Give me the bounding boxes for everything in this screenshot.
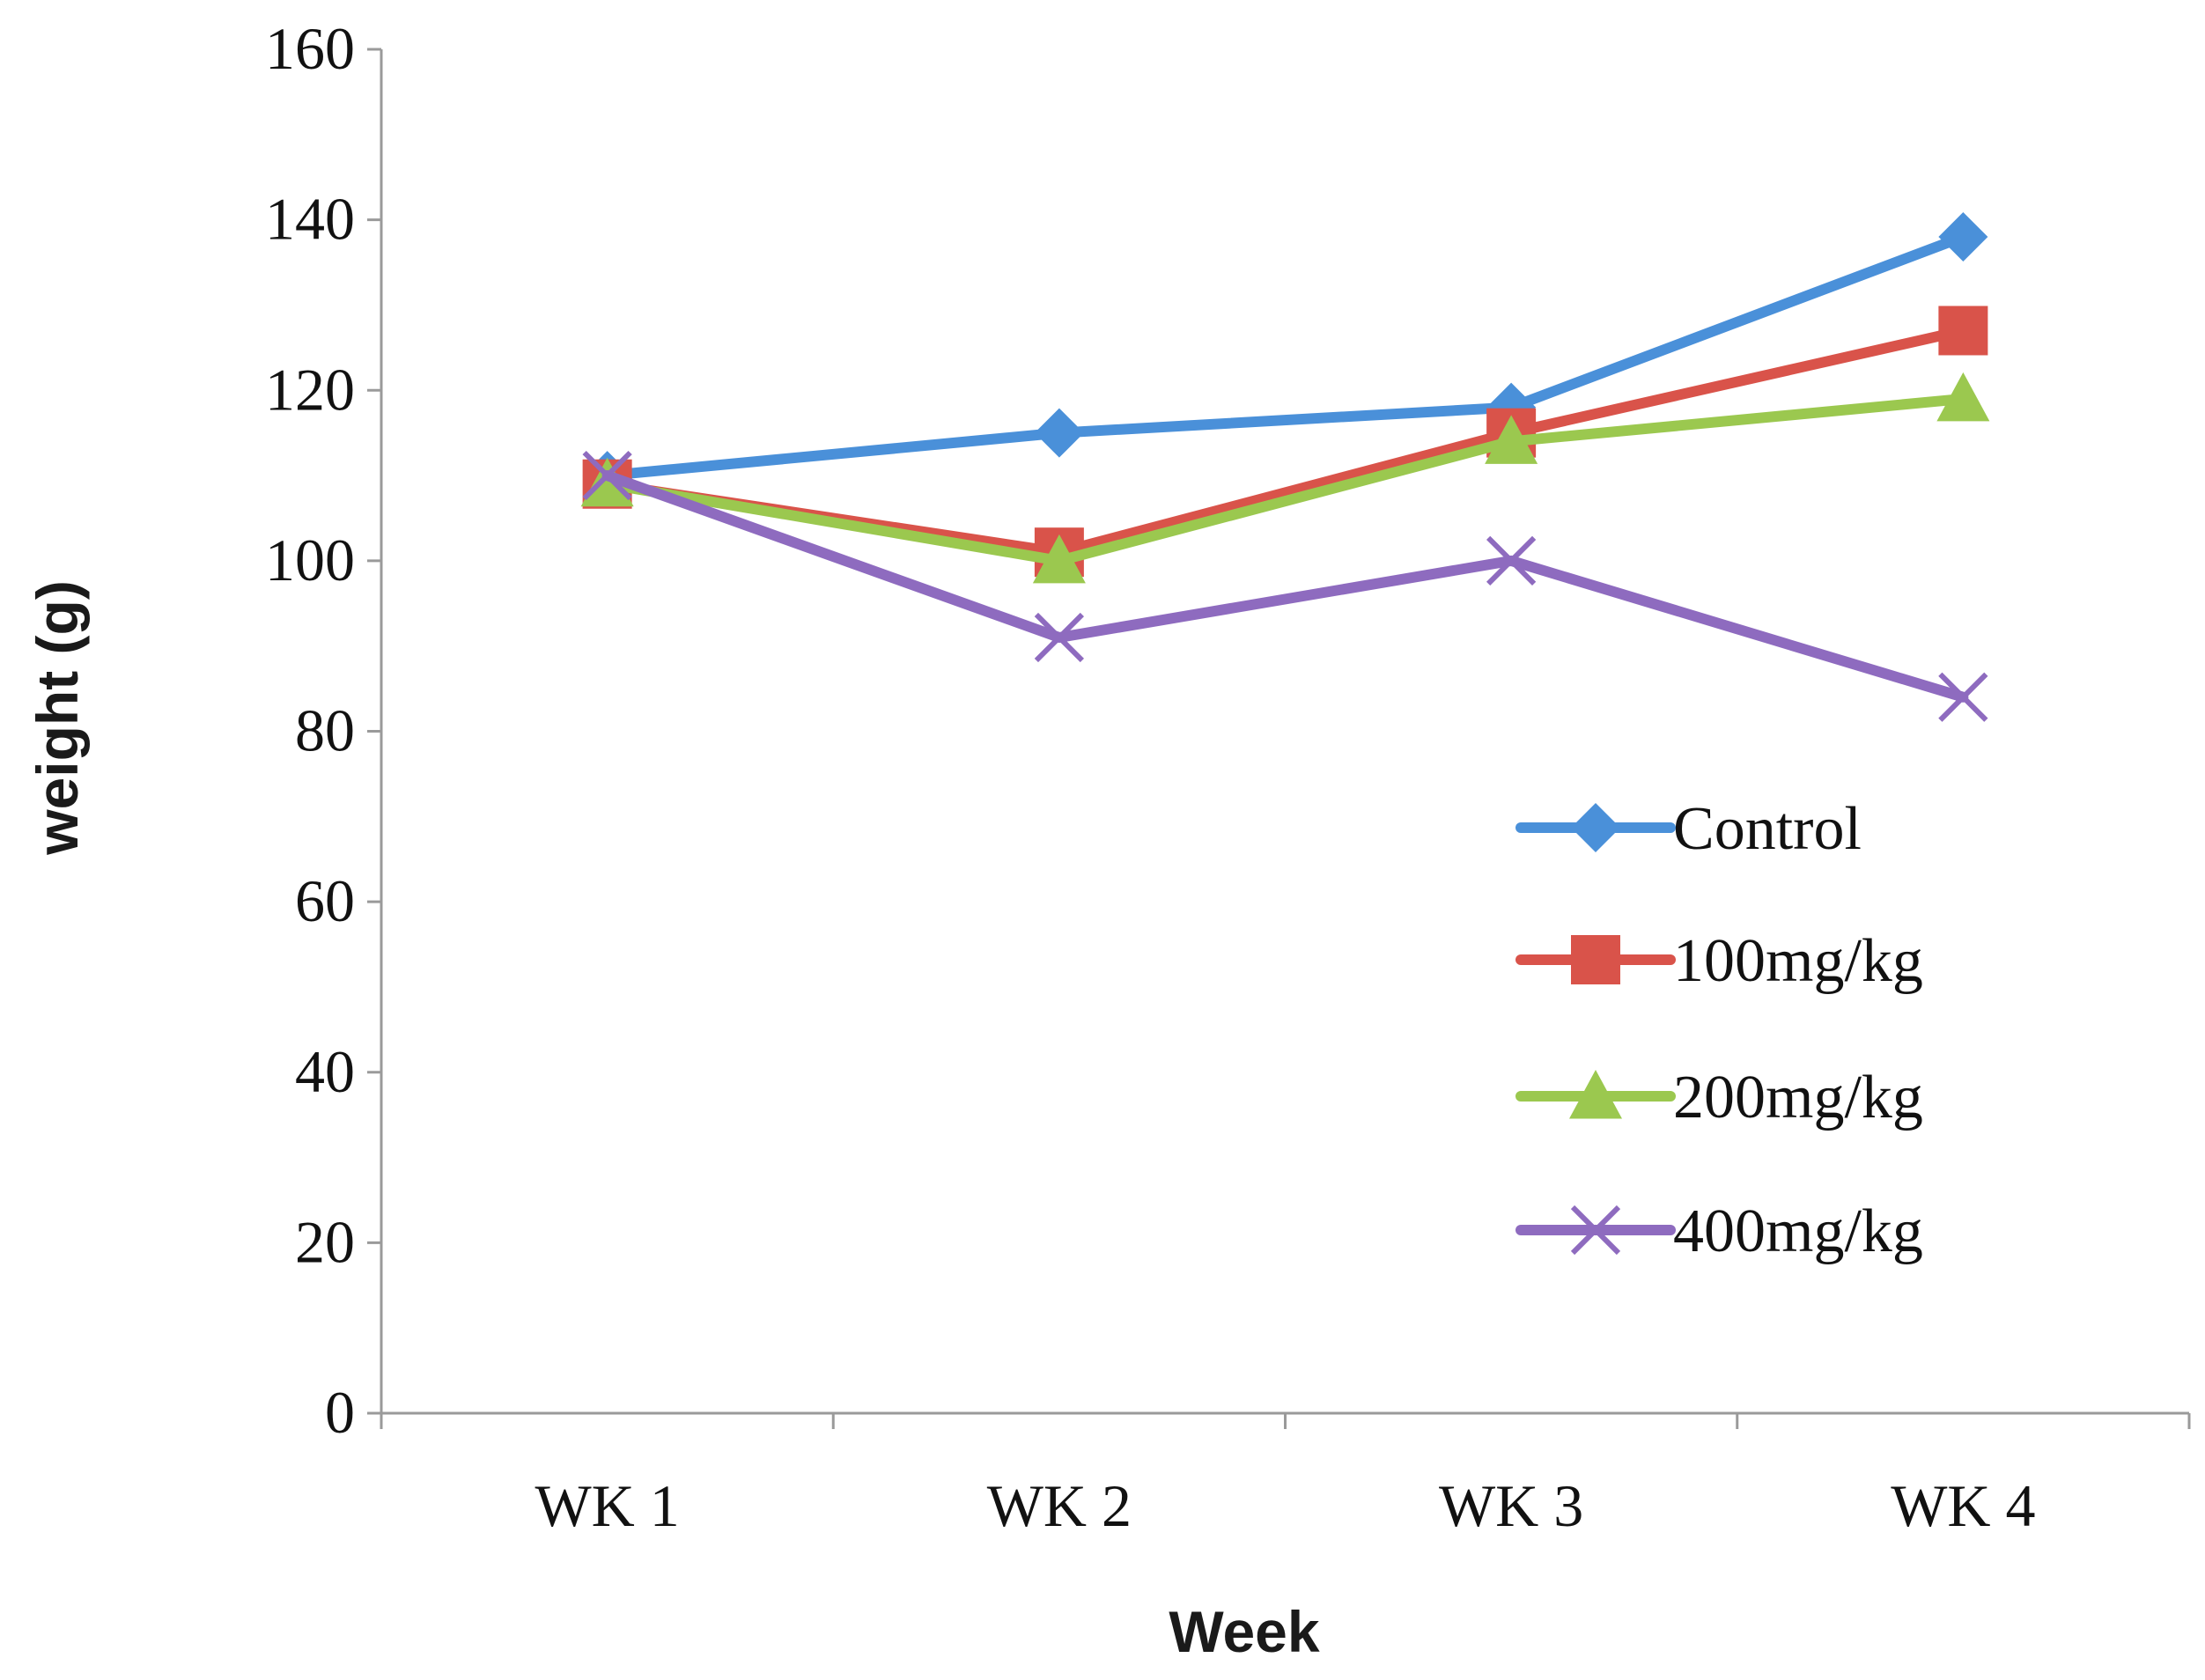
legend-item: Control [1515, 795, 1862, 863]
x-axis-title: Week [1169, 1599, 1320, 1664]
y-tick-label: 100 [265, 527, 355, 593]
legend-item: 400mg/kg [1515, 1197, 1923, 1265]
series-line [601, 470, 1969, 703]
data-point [1032, 534, 1086, 584]
series-400mg-kg [582, 450, 1988, 722]
legend-label: Control [1673, 795, 1862, 863]
data-point [582, 450, 632, 501]
data-point [1485, 415, 1538, 464]
data-point [1486, 535, 1537, 586]
series-line [601, 231, 1969, 482]
y-tick-label: 60 [295, 867, 355, 934]
data-point [1938, 672, 1988, 722]
y-tick-label: 20 [295, 1208, 355, 1275]
legend-label: 400mg/kg [1673, 1197, 1923, 1265]
legend-marker [1571, 935, 1620, 984]
legend-marker [1569, 1070, 1622, 1119]
y-tick-label: 160 [265, 15, 355, 82]
y-axis-ticks: 0 20 40 60 80 100 120 140 160 [265, 15, 381, 1446]
data-point [1034, 612, 1085, 663]
legend-marker [1570, 1205, 1621, 1256]
series-line [601, 393, 1969, 566]
legend-label: 200mg/kg [1673, 1064, 1923, 1131]
x-tick-label: WK 4 [1891, 1472, 2035, 1539]
series-group [580, 211, 1990, 722]
y-axis-title: weight (g) [25, 580, 90, 856]
y-tick-label: 0 [325, 1379, 355, 1446]
legend-label: 100mg/kg [1673, 927, 1923, 995]
legend: Control 100mg/kg 200mg/kg 400mg/kg [1515, 795, 1923, 1265]
y-tick-label: 40 [295, 1038, 355, 1105]
y-tick-label: 120 [265, 356, 355, 423]
x-tick-label: WK 2 [987, 1472, 1132, 1539]
data-point [1034, 408, 1084, 458]
y-tick-label: 80 [295, 697, 355, 764]
data-point [1938, 211, 1988, 262]
x-axis-ticks: WK 1 WK 2 WK 3 WK 4 [380, 1413, 2191, 1539]
x-tick-label: WK 1 [535, 1472, 679, 1539]
x-tick-label: WK 3 [1439, 1472, 1583, 1539]
y-tick-label: 140 [265, 186, 355, 253]
series-200mg-kg [580, 372, 1990, 584]
series-100mg-kg [582, 306, 1988, 578]
legend-marker [1571, 803, 1620, 852]
legend-item: 100mg/kg [1515, 927, 1923, 995]
legend-item: 200mg/kg [1515, 1064, 1923, 1131]
data-point [1938, 306, 1988, 356]
series-control [582, 211, 1988, 501]
data-point [580, 457, 634, 507]
data-point [1936, 372, 1990, 422]
